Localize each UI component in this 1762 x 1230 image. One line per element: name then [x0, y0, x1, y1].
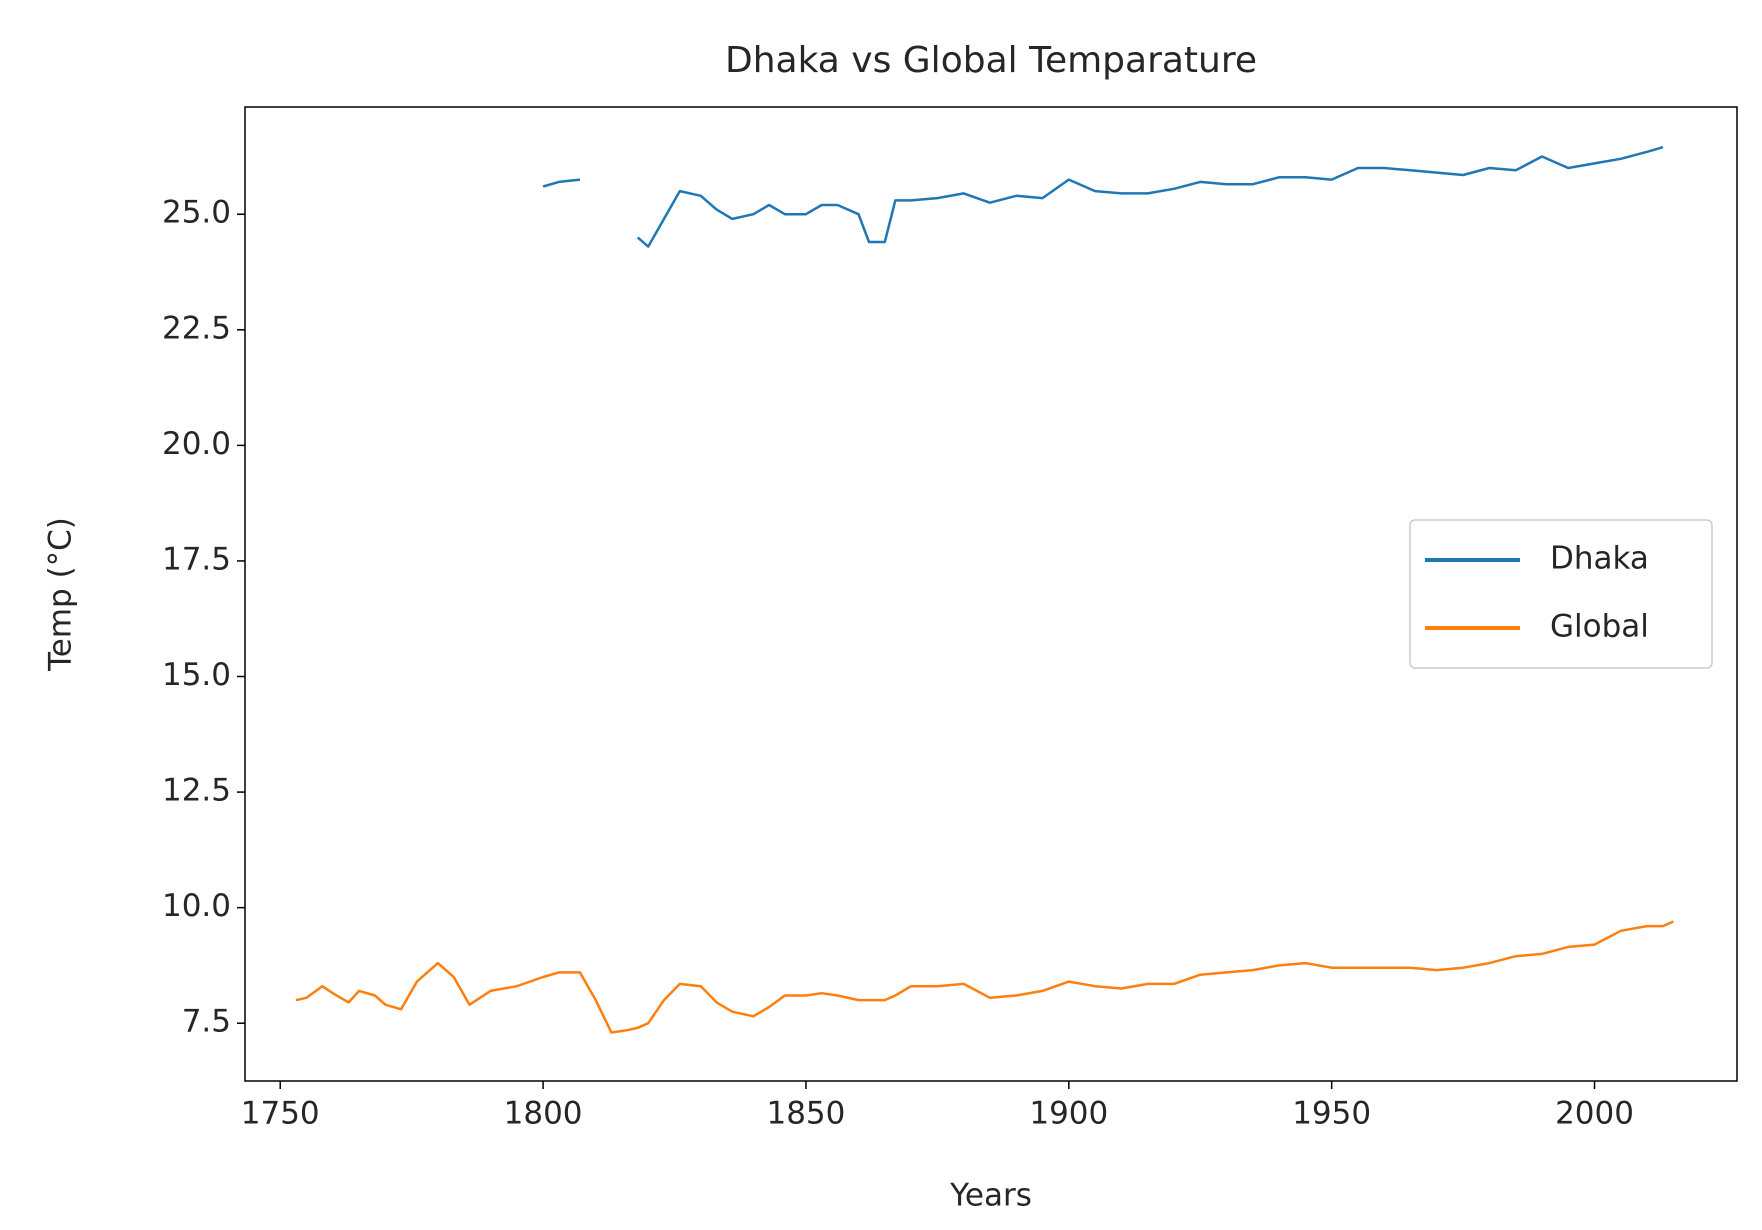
y-tick-label: 20.0	[162, 426, 231, 462]
legend-label: Global	[1550, 609, 1649, 645]
x-tick-label: 1950	[1292, 1096, 1371, 1132]
x-tick-label: 1750	[241, 1096, 320, 1132]
chart-title: Dhaka vs Global Temparature	[725, 40, 1257, 81]
y-axis-label: Temp (°C)	[43, 517, 79, 672]
y-tick-label: 17.5	[162, 541, 231, 577]
x-tick-label: 2000	[1555, 1096, 1634, 1132]
y-tick-label: 15.0	[162, 657, 231, 693]
y-tick-label: 10.0	[162, 888, 231, 924]
y-tick-label: 7.5	[182, 1004, 231, 1040]
x-tick-label: 1800	[504, 1096, 583, 1132]
plot-frame	[244, 106, 1738, 1082]
y-tick-label: 22.5	[162, 310, 231, 346]
legend-label: Dhaka	[1550, 541, 1649, 577]
y-tick-label: 25.0	[162, 195, 231, 231]
legend-box	[1409, 519, 1713, 669]
x-tick-label: 1900	[1029, 1096, 1108, 1132]
x-axis-label: Years	[949, 1178, 1032, 1214]
series-line	[295, 920, 1674, 1034]
y-tick-label: 12.5	[162, 773, 231, 809]
series-line	[542, 145, 1664, 248]
x-tick-label: 1850	[766, 1096, 845, 1132]
